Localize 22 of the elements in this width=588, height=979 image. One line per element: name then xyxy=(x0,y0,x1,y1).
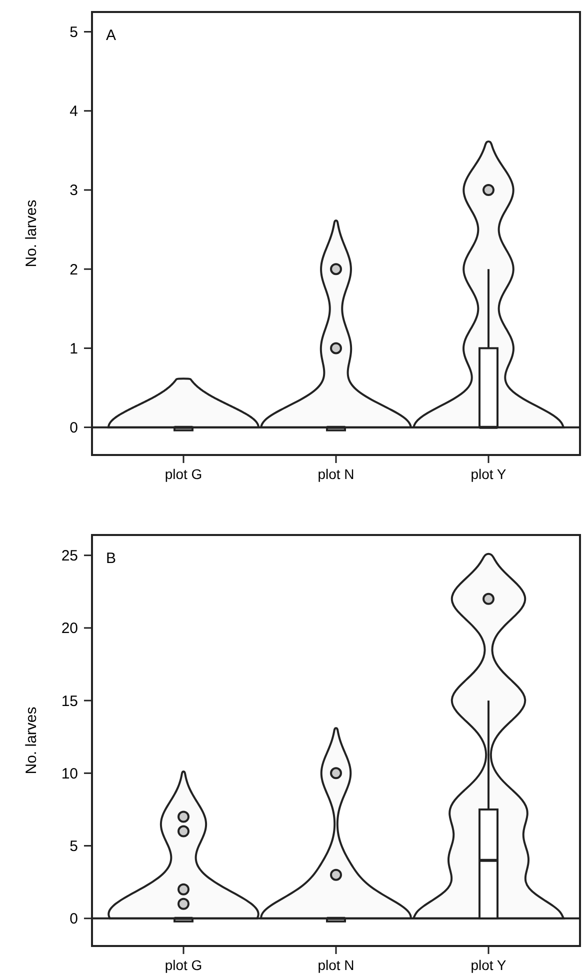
x-tick-label: plot Y xyxy=(470,466,507,482)
y-axis-title: No. larves xyxy=(23,200,40,268)
y-tick-label: 3 xyxy=(70,182,78,200)
y-axis-title: No. larves xyxy=(23,706,40,774)
x-tick-label: plot G xyxy=(164,466,202,482)
y-tick-label: 1 xyxy=(70,340,78,358)
y-tick-label: 25 xyxy=(61,548,78,565)
y-tick-label: 0 xyxy=(70,910,78,928)
annotation: A xyxy=(106,27,116,44)
x-tick-label: plot N xyxy=(318,957,354,973)
x-tick-label: plot Y xyxy=(470,957,507,973)
annotation: B xyxy=(106,550,116,567)
y-tick-label: 2 xyxy=(70,261,78,278)
y-tick-label: 0 xyxy=(70,420,78,437)
y-tick-label: 5 xyxy=(70,24,78,42)
x-tick-label: plot N xyxy=(318,466,354,482)
y-tick-label: 15 xyxy=(61,692,78,710)
y-tick-label: 5 xyxy=(70,838,78,856)
x-tick-label: plot G xyxy=(164,957,202,973)
y-tick-label: 20 xyxy=(61,620,78,638)
y-tick-label: 4 xyxy=(70,103,78,120)
y-tick-label: 10 xyxy=(61,765,78,782)
